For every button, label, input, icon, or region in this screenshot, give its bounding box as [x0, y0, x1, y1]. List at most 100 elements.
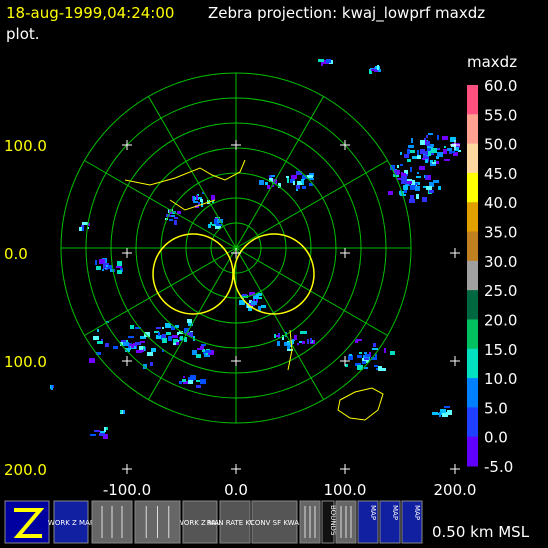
echo: [412, 156, 417, 159]
icon-label: RAIN RATE KWAJ: [207, 519, 263, 527]
echo: [355, 340, 358, 343]
echo: [82, 227, 84, 231]
toolbar-icon[interactable]: [335, 500, 357, 544]
echo: [193, 196, 195, 201]
echo: [110, 269, 114, 272]
echo: [401, 173, 406, 176]
echo: [182, 379, 186, 382]
azimuth-spoke: [235, 247, 324, 400]
echo: [96, 266, 101, 270]
echo: [437, 152, 443, 157]
echo: [439, 412, 441, 417]
echo: [101, 339, 103, 342]
toolbar-icon[interactable]: [91, 500, 133, 544]
echo: [273, 179, 277, 184]
echo: [290, 179, 295, 183]
echo: [410, 195, 414, 200]
icon-label: CONV SF KWA: [250, 519, 299, 527]
echo: [183, 376, 185, 378]
icon-frame: [379, 500, 401, 544]
colorbar-swatch: [467, 202, 478, 233]
echo: [297, 343, 299, 345]
echo: [321, 61, 323, 66]
colorbar-label: 50.0: [484, 136, 517, 154]
toolbar-icon[interactable]: WORK Z MAP: [177, 500, 223, 544]
y-axis-label: 0.0: [4, 245, 28, 263]
echo: [425, 151, 430, 155]
toolbar-icon[interactable]: MAP: [357, 500, 379, 544]
echo: [156, 335, 161, 339]
toolbar-icon[interactable]: [299, 500, 321, 544]
map-overlay: [124, 159, 384, 421]
echo: [176, 342, 179, 345]
echo: [113, 346, 118, 349]
echo: [428, 133, 433, 135]
echo: [128, 336, 134, 338]
echo: [420, 149, 425, 154]
echo: [390, 351, 395, 355]
echo: [432, 412, 438, 415]
echo: [212, 224, 217, 226]
echo: [296, 189, 298, 191]
colorbar-label: 5.0: [484, 399, 508, 417]
echo: [291, 340, 294, 344]
colorbar-label: 40.0: [484, 194, 517, 212]
echo: [399, 191, 404, 195]
echo: [171, 326, 175, 330]
echo: [196, 380, 200, 382]
echo: [429, 144, 434, 147]
echo: [200, 379, 206, 384]
y-axis-label: 100.0: [4, 353, 47, 371]
echo: [129, 344, 133, 346]
toolbar-icon[interactable]: MAP: [401, 500, 423, 544]
echo: [144, 332, 150, 337]
toolbar-icon[interactable]: WORK Z MAP: [48, 500, 94, 544]
echo: [90, 434, 96, 436]
echo: [135, 342, 141, 345]
echo: [430, 163, 436, 166]
colorbar-swatch: [467, 172, 478, 203]
echo: [206, 352, 208, 355]
echo: [419, 166, 425, 170]
echo: [410, 185, 416, 190]
toolbar-icon[interactable]: CONV SF KWA: [250, 500, 299, 544]
echo: [162, 327, 164, 329]
echo: [300, 331, 306, 334]
echo: [416, 194, 419, 199]
echo: [444, 146, 446, 148]
echo: [413, 183, 418, 185]
azimuth-spoke: [235, 160, 388, 249]
toolbar-icon[interactable]: [134, 500, 181, 544]
echo: [388, 191, 393, 195]
toolbar-icon[interactable]: MAP: [379, 500, 401, 544]
colorbar-swatch: [467, 260, 478, 291]
echo: [403, 185, 408, 190]
echo: [200, 199, 203, 202]
echo: [423, 186, 427, 188]
echo: [286, 176, 289, 178]
echo: [409, 199, 415, 203]
echo: [120, 410, 122, 413]
echo: [269, 175, 272, 178]
toolbar-icon[interactable]: BOUNDS: [321, 500, 337, 544]
zebra-icon[interactable]: [4, 500, 50, 544]
echo: [309, 183, 313, 186]
echo: [429, 182, 434, 187]
echo: [125, 348, 131, 350]
echo: [108, 265, 112, 269]
echo: [415, 186, 420, 191]
echo: [345, 364, 348, 367]
echo: [162, 338, 167, 343]
toolbar-icon[interactable]: RAIN RATE KWAJ: [207, 500, 263, 544]
echo: [211, 195, 215, 200]
echo: [364, 358, 369, 360]
echo: [444, 159, 450, 161]
azimuth-spoke: [84, 247, 237, 336]
y-axis-label: 200.0: [4, 461, 47, 479]
echo: [123, 342, 129, 346]
echo: [366, 359, 369, 363]
echo: [188, 380, 193, 384]
echo: [179, 381, 182, 384]
